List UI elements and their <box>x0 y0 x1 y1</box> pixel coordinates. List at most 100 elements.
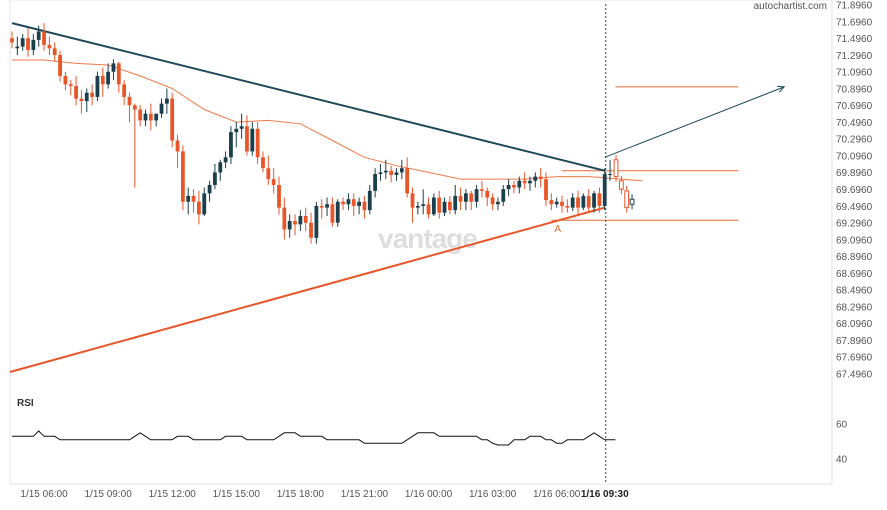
candle-body <box>367 190 372 211</box>
candle-body <box>410 193 415 208</box>
point-label-a: A <box>554 224 561 235</box>
candle-body <box>394 172 399 175</box>
candle-body <box>271 179 276 185</box>
candle-body <box>229 132 233 158</box>
candle-body <box>15 46 20 49</box>
candle-body <box>58 54 62 76</box>
candle-body <box>341 201 345 205</box>
candle-body <box>52 48 57 55</box>
y-tick-label: 69.6960 <box>836 185 873 196</box>
candle-body <box>186 195 191 202</box>
rsi-title: RSI <box>17 398 34 409</box>
candle-body <box>474 189 479 202</box>
candle-body <box>469 193 474 202</box>
y-tick-label: 68.2960 <box>836 302 873 313</box>
rsi-tick-label: 60 <box>836 420 848 431</box>
candle-body <box>586 195 591 208</box>
candle-body <box>309 222 313 238</box>
x-tick-label: 1/16 03:00 <box>469 489 517 500</box>
y-tick-label: 70.0960 <box>836 151 873 162</box>
candle-body <box>592 193 596 208</box>
candle-body <box>538 176 543 180</box>
candle-body <box>453 195 458 211</box>
candle-body <box>202 193 207 215</box>
x-tick-label: 1/15 15:00 <box>213 489 261 500</box>
candle-body <box>239 126 244 129</box>
candle-body <box>608 174 612 176</box>
candle-body <box>143 113 148 121</box>
candle-body <box>522 180 527 184</box>
candle-body <box>138 109 143 121</box>
candle-body <box>245 126 249 152</box>
y-tick-label: 70.6960 <box>836 101 873 112</box>
y-tick-label: 67.4960 <box>836 370 873 381</box>
candle-body <box>383 170 388 173</box>
candle-body <box>458 195 463 202</box>
y-tick-label: 69.4960 <box>836 202 873 213</box>
candle-body <box>250 128 255 152</box>
plot-frame <box>9 0 833 485</box>
x-tick-label: 1/15 18:00 <box>277 489 325 500</box>
candle-body <box>266 168 271 180</box>
candle-body <box>63 75 68 85</box>
candle-body <box>480 189 484 191</box>
candle-body <box>490 197 495 205</box>
watermark-text: vantage <box>378 223 477 254</box>
candle-body <box>421 204 426 206</box>
x-tick-label: 1/15 06:00 <box>20 489 68 500</box>
candle-body <box>389 170 394 175</box>
forecast-arrow-head <box>777 85 786 93</box>
y-tick-label: 68.0960 <box>836 319 873 330</box>
candle-body <box>106 71 111 85</box>
y-tick-label: 68.6960 <box>836 269 873 280</box>
candle-body <box>506 184 511 190</box>
candle-body <box>447 201 452 211</box>
y-tick-label: 71.4960 <box>836 34 873 45</box>
candle-body <box>84 92 89 102</box>
candle-body <box>464 193 468 202</box>
candle-body <box>415 205 420 208</box>
candle-body <box>282 207 287 230</box>
candle-body <box>373 174 378 191</box>
candle-body <box>127 96 132 106</box>
x-tick-label: 1/15 09:00 <box>84 489 132 500</box>
y-tick-label: 70.8960 <box>836 84 873 95</box>
candle-body <box>554 201 559 205</box>
candle-body <box>36 31 41 40</box>
candle-body <box>293 221 297 225</box>
candle-body <box>261 157 265 169</box>
candle-body <box>597 193 602 206</box>
candle-body <box>485 190 490 198</box>
y-tick-label: 68.8960 <box>836 252 873 263</box>
y-tick-label: 71.2960 <box>836 51 873 62</box>
support-trend-line <box>9 206 606 373</box>
candle-body <box>325 204 329 208</box>
x-tick-label: 1/16 00:00 <box>405 489 453 500</box>
x-tick-label: 1/15 21:00 <box>341 489 389 500</box>
candle-body <box>197 201 201 215</box>
candle-body <box>533 176 538 181</box>
y-tick-label: 69.2960 <box>836 219 873 230</box>
candle-body <box>20 38 25 47</box>
candle-body <box>90 92 94 97</box>
y-tick-label: 69.8960 <box>836 168 873 179</box>
brand-label[interactable]: autochartist.com <box>753 1 827 12</box>
candle-body <box>351 199 356 206</box>
candle-body <box>170 98 175 141</box>
candle-body <box>116 63 121 85</box>
forecast-arrow-line <box>604 86 785 158</box>
candle-body <box>26 38 30 50</box>
y-tick-label: 70.2960 <box>836 135 873 146</box>
candle-body <box>544 179 548 201</box>
candle-body <box>437 197 442 213</box>
candle-body <box>223 157 228 163</box>
candle-body <box>581 195 586 208</box>
candle-body <box>496 201 500 205</box>
candle-body <box>576 197 580 208</box>
candle-body <box>319 205 324 208</box>
y-tick-label: 69.0960 <box>836 235 873 246</box>
candle-body <box>218 162 223 173</box>
candle-body <box>154 113 159 121</box>
candle-body <box>74 86 78 99</box>
ghost-candle-body <box>613 159 619 178</box>
